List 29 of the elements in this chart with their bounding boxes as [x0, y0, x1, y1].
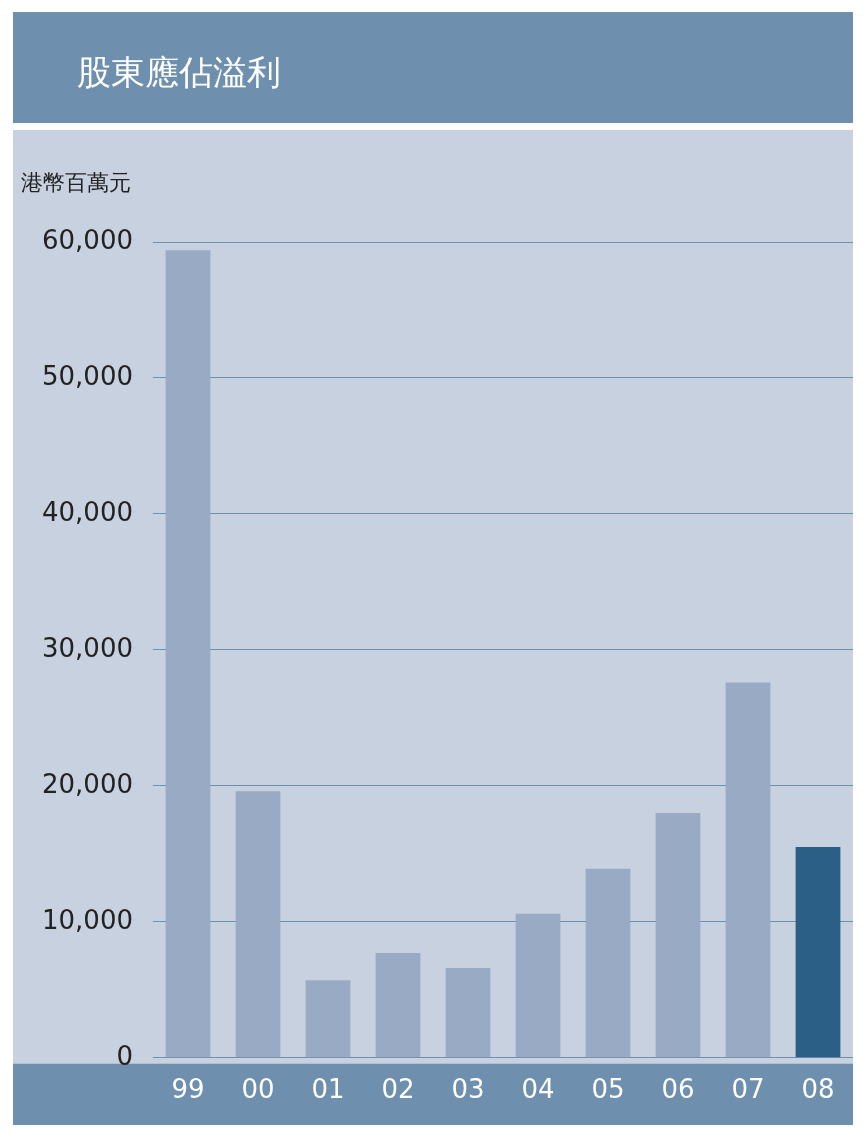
y-tick-label: 50,000 — [42, 360, 133, 391]
y-tick-label: 30,000 — [42, 632, 133, 663]
bar — [725, 682, 771, 1058]
bar — [585, 868, 631, 1058]
x-tick-label: 07 — [731, 1074, 765, 1105]
x-tick-label: 99 — [171, 1074, 205, 1105]
y-tick-label: 60,000 — [42, 224, 133, 255]
y-tick-label: 20,000 — [42, 768, 133, 799]
x-tick-label: 01 — [311, 1074, 345, 1105]
x-tick-label: 02 — [381, 1074, 415, 1105]
bar — [305, 980, 351, 1058]
x-tick-label: 06 — [661, 1074, 695, 1105]
x-tick-label: 00 — [241, 1074, 275, 1105]
bar — [795, 847, 841, 1058]
bar — [655, 813, 701, 1058]
bar — [235, 791, 281, 1058]
x-tick-label: 03 — [451, 1074, 485, 1105]
y-tick-label: 40,000 — [42, 496, 133, 527]
y-tick-label: 0 — [116, 1040, 133, 1071]
bar — [515, 913, 561, 1058]
y-axis-title: 港幣百萬元 — [21, 169, 131, 197]
x-tick-label: 05 — [591, 1074, 625, 1105]
bar — [165, 250, 211, 1058]
chart-title: 股東應佔溢利 — [13, 12, 853, 123]
x-tick-label: 04 — [521, 1074, 555, 1105]
bar — [375, 953, 421, 1058]
bar — [445, 968, 491, 1058]
y-tick-label: 10,000 — [42, 904, 133, 935]
x-tick-label: 08 — [801, 1074, 835, 1105]
